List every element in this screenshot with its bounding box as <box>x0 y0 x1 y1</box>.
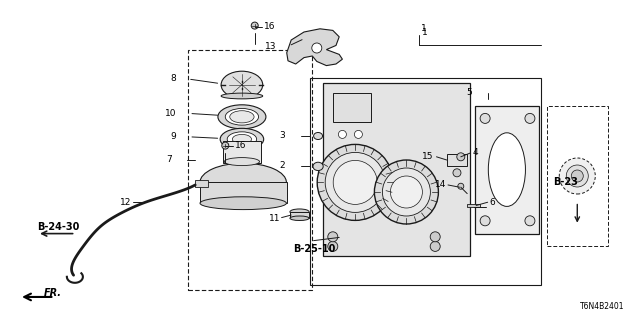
Ellipse shape <box>218 105 266 129</box>
Bar <box>290 212 309 218</box>
Circle shape <box>572 170 583 182</box>
Circle shape <box>525 113 535 124</box>
Text: 5: 5 <box>467 88 472 97</box>
Bar <box>467 204 480 207</box>
Bar <box>475 106 539 234</box>
Ellipse shape <box>290 216 309 220</box>
Text: T6N4B2401: T6N4B2401 <box>579 302 624 311</box>
Text: 11: 11 <box>269 214 280 223</box>
Ellipse shape <box>313 162 323 171</box>
Circle shape <box>222 142 228 149</box>
Text: 10: 10 <box>164 109 176 118</box>
Ellipse shape <box>221 71 263 99</box>
Ellipse shape <box>225 157 260 166</box>
Circle shape <box>383 168 431 216</box>
Ellipse shape <box>200 163 287 202</box>
Circle shape <box>339 130 346 138</box>
Text: 3: 3 <box>279 131 285 140</box>
Text: 1: 1 <box>421 24 427 33</box>
Circle shape <box>252 22 258 29</box>
Text: B-24-30: B-24-30 <box>37 222 79 232</box>
Circle shape <box>430 232 440 242</box>
Text: 7: 7 <box>166 156 172 164</box>
Ellipse shape <box>230 111 254 123</box>
Ellipse shape <box>220 128 264 150</box>
Circle shape <box>480 216 490 226</box>
Bar <box>223 141 261 163</box>
Ellipse shape <box>290 209 309 215</box>
Text: 6: 6 <box>490 198 495 207</box>
Bar <box>310 78 541 285</box>
Text: 16: 16 <box>264 22 276 31</box>
Bar <box>323 83 470 256</box>
Circle shape <box>525 216 535 226</box>
Circle shape <box>374 160 438 224</box>
Text: B-23: B-23 <box>554 177 579 188</box>
Text: 14: 14 <box>435 180 446 189</box>
Circle shape <box>328 241 338 252</box>
Text: 2: 2 <box>279 161 285 170</box>
Bar <box>547 106 608 246</box>
Circle shape <box>559 158 595 194</box>
Circle shape <box>457 153 465 161</box>
Circle shape <box>390 176 422 208</box>
Circle shape <box>566 165 588 187</box>
Text: 4: 4 <box>472 148 478 157</box>
Bar <box>188 50 312 290</box>
Text: 13: 13 <box>265 42 276 51</box>
Text: 15: 15 <box>422 152 434 161</box>
Text: 12: 12 <box>120 198 131 207</box>
Text: 16: 16 <box>235 141 246 150</box>
Text: FR.: FR. <box>44 288 61 298</box>
Circle shape <box>312 43 322 53</box>
Ellipse shape <box>225 108 259 125</box>
Bar <box>200 182 287 203</box>
Circle shape <box>458 183 464 189</box>
Circle shape <box>480 113 490 124</box>
Circle shape <box>325 152 385 212</box>
Circle shape <box>355 130 362 138</box>
Text: 1: 1 <box>422 28 428 37</box>
Text: B-25-10: B-25-10 <box>293 244 335 254</box>
Bar <box>195 180 208 187</box>
Circle shape <box>317 144 393 220</box>
Circle shape <box>328 232 338 242</box>
Ellipse shape <box>221 93 263 99</box>
Ellipse shape <box>232 134 252 144</box>
Text: 8: 8 <box>170 74 176 83</box>
Ellipse shape <box>488 133 525 206</box>
Text: 9: 9 <box>170 132 176 141</box>
Circle shape <box>430 241 440 252</box>
Ellipse shape <box>227 132 257 147</box>
Ellipse shape <box>200 197 287 210</box>
Ellipse shape <box>314 132 323 140</box>
Polygon shape <box>287 29 342 66</box>
Circle shape <box>333 160 377 204</box>
Bar <box>447 154 467 166</box>
Circle shape <box>453 169 461 177</box>
Bar <box>333 93 371 122</box>
